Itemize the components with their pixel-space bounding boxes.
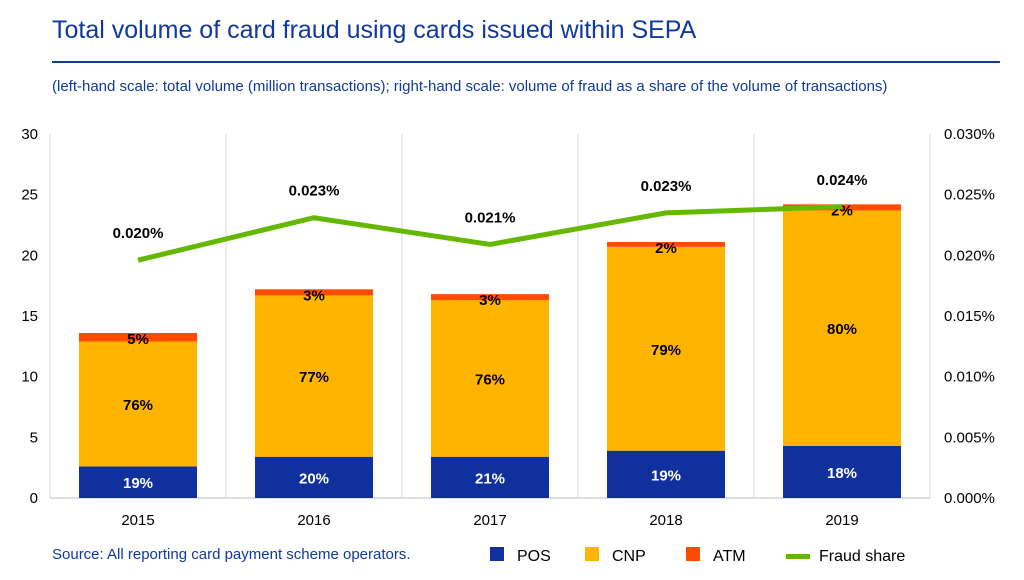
- data-label-cnp: 80%: [827, 321, 857, 338]
- y2-tick-label: 0.010%: [944, 369, 995, 386]
- legend-swatch-pos: [490, 547, 504, 561]
- x-tick-label: 2015: [121, 512, 154, 529]
- legend-swatch-cnp: [585, 547, 599, 561]
- legend-label: ATM: [713, 548, 746, 565]
- bar-atm-2017: [431, 294, 549, 301]
- bar-cnp-2019: [783, 210, 901, 446]
- title-rule: [52, 61, 1000, 63]
- data-label-atm: 3%: [479, 292, 501, 309]
- bar-cnp-2017: [431, 300, 549, 457]
- y2-tick-label: 0.015%: [944, 308, 995, 325]
- bar-pos-2019: [783, 445, 901, 498]
- bar-pos-2015: [79, 466, 197, 498]
- fraud-share-label: 0.023%: [641, 178, 692, 195]
- data-label-cnp: 79%: [651, 342, 681, 359]
- bar-atm-2015: [79, 332, 197, 342]
- bar-cnp-2015: [79, 341, 197, 467]
- y2-tick-label: 0.000%: [944, 490, 995, 507]
- bar-pos-2016: [255, 456, 373, 498]
- data-label-atm: 2%: [655, 240, 677, 257]
- y-tick-label: 30: [21, 126, 38, 143]
- legend-label: CNP: [612, 548, 646, 565]
- y2-tick-label: 0.025%: [944, 187, 995, 204]
- x-tick-label: 2018: [649, 512, 682, 529]
- data-label-pos: 18%: [827, 465, 857, 482]
- legend-swatch-atm: [686, 547, 700, 561]
- data-label-pos: 19%: [651, 467, 681, 484]
- x-tick-label: 2017: [473, 512, 506, 529]
- legend-swatch-fraud-share: [786, 554, 810, 559]
- source-note: Source: All reporting card payment schem…: [52, 546, 411, 563]
- y-tick-label: 0: [30, 490, 38, 507]
- y-tick-label: 10: [21, 369, 38, 386]
- data-label-cnp: 76%: [475, 371, 505, 388]
- bar-pos-2017: [431, 456, 549, 498]
- bar-cnp-2018: [607, 246, 725, 451]
- y-tick-label: 25: [21, 187, 38, 204]
- bar-atm-2018: [607, 241, 725, 247]
- bar-pos-2018: [607, 450, 725, 498]
- x-tick-label: 2019: [825, 512, 858, 529]
- chart-subtitle: (left-hand scale: total volume (million …: [52, 78, 888, 95]
- y2-tick-label: 0.030%: [944, 126, 995, 143]
- fraud-share-label: 0.023%: [289, 183, 340, 200]
- fraud-share-label: 0.021%: [465, 209, 516, 226]
- legend-label: POS: [517, 548, 551, 565]
- fraud-share-label: 0.024%: [817, 172, 868, 189]
- y-tick-label: 15: [21, 308, 38, 325]
- legend-label: Fraud share: [819, 548, 905, 565]
- y2-tick-label: 0.005%: [944, 429, 995, 446]
- data-label-cnp: 76%: [123, 397, 153, 414]
- data-label-pos: 19%: [123, 475, 153, 492]
- chart-title: Total volume of card fraud using cards i…: [52, 16, 697, 44]
- data-label-pos: 21%: [475, 470, 505, 487]
- bar-cnp-2016: [255, 295, 373, 457]
- data-label-pos: 20%: [299, 470, 329, 487]
- data-label-atm: 3%: [303, 287, 325, 304]
- data-label-cnp: 77%: [299, 369, 329, 386]
- y-tick-label: 20: [21, 247, 38, 264]
- y2-tick-label: 0.020%: [944, 247, 995, 264]
- x-tick-label: 2016: [297, 512, 330, 529]
- data-label-atm: 5%: [127, 331, 149, 348]
- y-tick-label: 5: [30, 429, 38, 446]
- bar-atm-2016: [255, 289, 373, 296]
- fraud-share-label: 0.020%: [113, 225, 164, 242]
